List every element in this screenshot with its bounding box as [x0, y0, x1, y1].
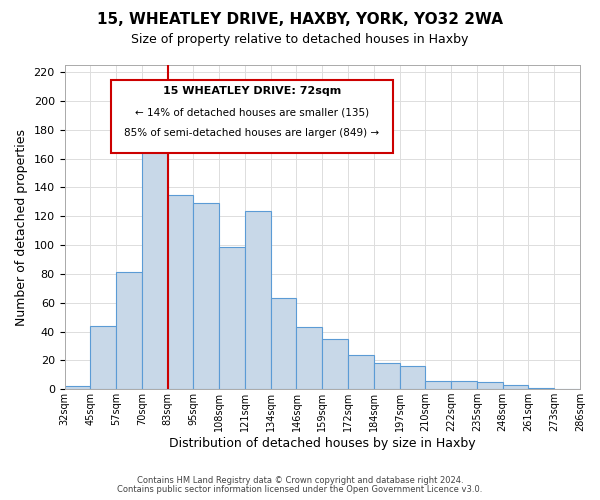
Text: Contains public sector information licensed under the Open Government Licence v3: Contains public sector information licen… [118, 485, 482, 494]
Bar [374, 363, 400, 389]
Bar [142, 140, 167, 389]
Bar [219, 246, 245, 389]
Bar [400, 366, 425, 389]
Bar [91, 326, 116, 389]
Text: 15, WHEATLEY DRIVE, HAXBY, YORK, YO32 2WA: 15, WHEATLEY DRIVE, HAXBY, YORK, YO32 2W… [97, 12, 503, 28]
Bar [425, 380, 451, 389]
X-axis label: Distribution of detached houses by size in Haxby: Distribution of detached houses by size … [169, 437, 476, 450]
Text: ← 14% of detached houses are smaller (135): ← 14% of detached houses are smaller (13… [135, 108, 369, 118]
Text: Contains HM Land Registry data © Crown copyright and database right 2024.: Contains HM Land Registry data © Crown c… [137, 476, 463, 485]
Bar [477, 382, 503, 389]
Bar [529, 388, 554, 389]
Bar [167, 194, 193, 389]
Bar [322, 338, 348, 389]
Bar [245, 210, 271, 389]
Bar [296, 327, 322, 389]
Bar [193, 204, 219, 389]
Bar [451, 380, 477, 389]
Y-axis label: Number of detached properties: Number of detached properties [15, 128, 28, 326]
Bar [348, 354, 374, 389]
Bar [65, 386, 91, 389]
Text: 15 WHEATLEY DRIVE: 72sqm: 15 WHEATLEY DRIVE: 72sqm [163, 86, 341, 97]
Bar [271, 298, 296, 389]
Bar [116, 272, 142, 389]
Bar [503, 385, 529, 389]
Text: 85% of semi-detached houses are larger (849) →: 85% of semi-detached houses are larger (… [124, 128, 380, 138]
Text: Size of property relative to detached houses in Haxby: Size of property relative to detached ho… [131, 32, 469, 46]
